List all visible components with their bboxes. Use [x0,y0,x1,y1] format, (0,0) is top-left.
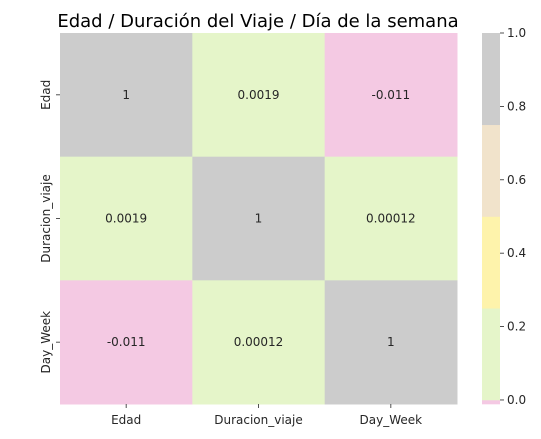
y-axis: Edad Duracion_viaje Day_Week [39,80,60,374]
colorbar-segment [482,308,500,401]
cell-value-label: 0.0019 [105,212,147,226]
colorbar-tick-label: 1.0 [507,26,526,40]
colorbar-segment [482,216,500,309]
cell-value-label: -0.011 [107,335,146,349]
heatmap-cell [60,280,193,405]
x-axis: Edad Duracion_viaje Day_Week [111,404,422,427]
cell-value-label: -0.011 [371,88,410,102]
cell-value-label: 1 [387,335,395,349]
colorbar-tick-label: 0.4 [507,246,526,260]
chart-title: Edad / Duración del Viaje / Día de la se… [57,11,458,32]
heatmap-cell [192,280,326,405]
y-tick-label: Day_Week [39,311,53,374]
x-tick-label: Edad [111,413,141,427]
cell-value-label: 0.00012 [234,335,284,349]
colorbar-segment [482,33,500,126]
heatmap-cells: 1 0.0019 -0.011 0.0019 1 0.00012 -0.011 0.00012… [60,33,458,405]
cell-value-label: 1 [122,88,130,102]
heatmap-cell [60,33,193,158]
colorbar-tick-label: 0.6 [507,173,526,187]
y-tick-label: Duracion_viaje [39,174,53,263]
heatmap-cell [192,156,326,281]
x-tick-label: Duracion_viaje [214,413,303,427]
colorbar-tick-label: 0.0 [507,393,526,407]
heatmap-cell [192,33,326,158]
heatmap-cell [324,33,458,158]
y-tick-label: Edad [39,80,53,110]
cell-value-label: 0.0019 [238,88,280,102]
cell-value-label: 1 [255,212,263,226]
heatmap-cell [324,280,458,405]
cell-value-label: 0.00012 [366,212,416,226]
colorbar-tick-label: 0.8 [507,99,526,113]
colorbar-tick-label: 0.2 [507,320,526,334]
x-tick-label: Day_Week [360,413,423,427]
heatmap-cell [60,156,193,281]
colorbar: 0.0 0.2 0.4 0.6 0.8 1.0 [482,26,526,407]
colorbar-segment [482,399,500,405]
colorbar-segment [482,124,500,217]
heatmap-cell [324,156,458,281]
